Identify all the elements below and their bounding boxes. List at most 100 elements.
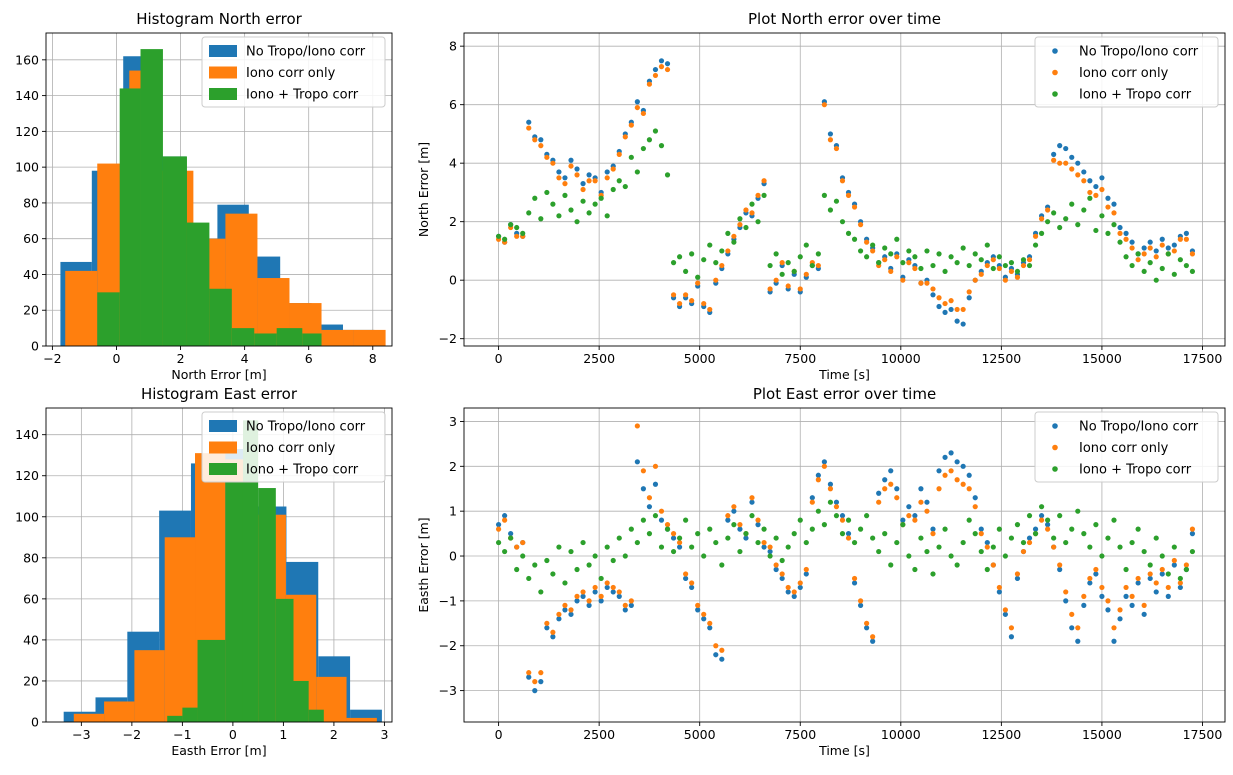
- data-point: [761, 544, 767, 550]
- data-point: [1105, 598, 1111, 604]
- x-tick-label: 5000: [684, 727, 716, 742]
- series-2-points: [495, 64, 1196, 313]
- data-point: [948, 298, 954, 304]
- x-axis-label: Easth Error [m]: [171, 743, 266, 758]
- hist-bar-series-3: [242, 420, 259, 722]
- data-point: [568, 157, 574, 163]
- data-point: [610, 166, 616, 172]
- data-point: [495, 526, 502, 532]
- data-point: [815, 472, 821, 478]
- data-point: [707, 625, 713, 631]
- x-tick-label: 15000: [1082, 727, 1122, 742]
- data-point: [1165, 251, 1171, 257]
- data-point: [1111, 638, 1117, 644]
- data-point: [664, 172, 671, 178]
- data-point: [556, 169, 562, 175]
- data-point: [833, 198, 840, 204]
- data-point: [1008, 634, 1015, 640]
- hist-bar-series-2: [65, 270, 98, 346]
- data-point: [670, 548, 677, 555]
- data-point: [658, 58, 665, 64]
- legend-entry: Iono corr only: [1079, 441, 1169, 456]
- data-point: [1038, 504, 1045, 510]
- data-point: [622, 134, 628, 140]
- data-point: [556, 213, 562, 219]
- data-point: [616, 178, 622, 184]
- data-point: [622, 183, 628, 190]
- data-point: [550, 571, 556, 577]
- legend-marker: [1052, 423, 1058, 429]
- data-point: [550, 160, 556, 166]
- data-point: [960, 539, 966, 546]
- data-point: [1189, 251, 1196, 257]
- data-point: [996, 584, 1002, 591]
- data-point: [502, 513, 508, 519]
- data-point: [520, 230, 526, 236]
- data-point: [1171, 248, 1177, 254]
- legend-box: [1034, 36, 1219, 108]
- data-point: [514, 566, 520, 573]
- data-point: [538, 589, 544, 595]
- data-point: [779, 575, 785, 582]
- data-point: [815, 262, 821, 269]
- data-point: [1135, 526, 1141, 532]
- y-tick-label: 8: [449, 39, 457, 54]
- data-point: [749, 495, 755, 501]
- hist-bar-series-3: [293, 680, 309, 722]
- data-point: [833, 504, 840, 510]
- data-point: [1051, 535, 1057, 541]
- data-point: [767, 553, 773, 559]
- data-point: [562, 192, 568, 198]
- data-point: [707, 620, 713, 626]
- hist-bar-series-3: [275, 598, 294, 722]
- data-point: [731, 504, 737, 510]
- legend: No Tropo/Iono corr Iono corr only Iono + T…: [1034, 36, 1219, 108]
- data-point: [1099, 213, 1105, 219]
- x-tick-label: 0: [495, 351, 503, 366]
- y-tick-label: 60: [23, 591, 39, 606]
- data-point: [948, 450, 954, 456]
- x-tick-label: 3: [380, 727, 388, 742]
- data-point: [954, 260, 960, 266]
- data-point: [1075, 172, 1081, 178]
- y-tick-label: 140: [15, 427, 39, 442]
- chart-3: −3 −2 −1 0 1 2 3 0 20 40 60 80 100 120 140 Histogram Ea…: [15, 385, 393, 758]
- data-point: [1093, 227, 1099, 234]
- legend-entry: No Tropo/Iono corr: [246, 420, 366, 435]
- data-point: [1038, 216, 1045, 222]
- data-point: [942, 300, 948, 307]
- data-point: [1002, 607, 1008, 613]
- data-point: [966, 472, 972, 478]
- x-tick-label: 0: [113, 351, 121, 366]
- data-point: [900, 260, 906, 266]
- x-axis-label: Time [s]: [818, 367, 870, 382]
- y-axis-label: North Error [m]: [416, 142, 431, 237]
- data-point: [592, 201, 598, 207]
- data-point: [676, 254, 683, 260]
- data-point: [616, 151, 622, 157]
- data-point: [616, 593, 622, 600]
- data-point: [1081, 531, 1087, 537]
- hist-bar-series-3: [97, 292, 120, 346]
- data-point: [797, 517, 803, 523]
- data-point: [755, 192, 761, 198]
- data-point: [978, 531, 984, 537]
- data-point: [797, 286, 803, 292]
- data-point: [1069, 154, 1075, 160]
- data-point: [755, 539, 761, 546]
- data-point: [598, 598, 604, 604]
- data-point: [845, 535, 852, 541]
- data-point: [719, 562, 725, 568]
- y-tick-label: 0: [31, 715, 39, 730]
- data-point: [1129, 602, 1135, 608]
- data-point: [791, 593, 797, 600]
- data-point: [580, 593, 586, 600]
- data-point: [1153, 254, 1159, 260]
- data-point: [912, 265, 918, 272]
- data-point: [1063, 216, 1069, 222]
- data-point: [574, 166, 580, 172]
- data-point: [610, 557, 616, 564]
- data-point: [616, 589, 622, 595]
- chart-2: 0 2500 5000 7500 10000 12500 15000 17500 −2 0 2 4 6 8…: [416, 10, 1226, 382]
- data-point: [1129, 239, 1135, 245]
